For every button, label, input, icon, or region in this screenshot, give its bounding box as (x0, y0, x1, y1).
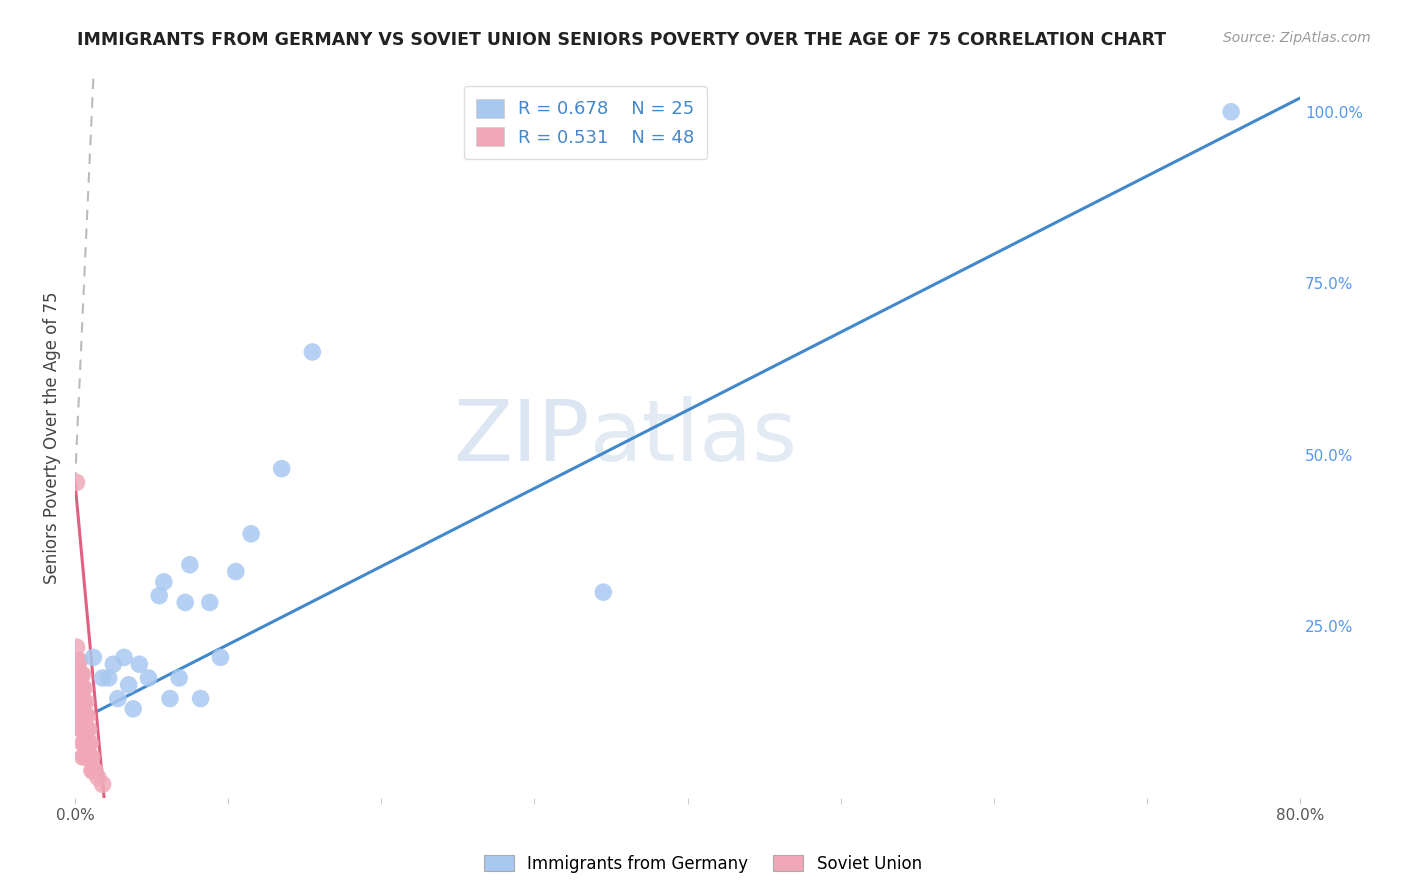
Point (70, 681, 93, 696)
Point (73, 681, 96, 696)
Point (69, 695, 91, 709)
Point (198, 595, 221, 609)
Point (301, 345, 323, 359)
Point (76, 736, 98, 750)
Point (72, 736, 94, 750)
Point (73, 723, 96, 737)
Point (209, 650, 232, 665)
Point (159, 691, 181, 706)
Legend: R = 0.678    N = 25, R = 0.531    N = 48: R = 0.678 N = 25, R = 0.531 N = 48 (464, 87, 707, 160)
Point (65, 667, 87, 681)
Point (72, 750, 94, 764)
Point (103, 657, 125, 672)
Point (73, 695, 96, 709)
Point (82, 650, 104, 665)
Point (67, 681, 90, 696)
Point (65, 640, 87, 654)
Point (67, 654, 90, 668)
Point (76, 750, 98, 764)
Point (117, 678, 139, 692)
Point (167, 671, 190, 685)
Point (77, 750, 100, 764)
Point (592, 585, 614, 599)
Point (70, 708, 93, 723)
Point (73, 736, 96, 750)
Point (107, 691, 129, 706)
Point (75, 708, 97, 723)
Point (69, 654, 91, 668)
Point (112, 650, 135, 665)
Point (84, 764, 107, 778)
Point (75, 723, 97, 737)
Point (65, 475, 87, 490)
Point (69, 708, 91, 723)
Point (76, 708, 98, 723)
Point (72, 708, 94, 723)
Point (174, 595, 197, 609)
Point (122, 702, 145, 716)
Y-axis label: Seniors Poverty Over the Age of 75: Seniors Poverty Over the Age of 75 (44, 292, 60, 584)
Point (270, 461, 292, 475)
Point (67, 667, 90, 681)
Point (190, 691, 212, 706)
Point (153, 574, 176, 589)
Point (69, 681, 91, 696)
Point (87, 771, 110, 785)
Point (148, 589, 170, 603)
Point (69, 667, 91, 681)
Point (138, 671, 160, 685)
Point (240, 526, 263, 541)
Text: atlas: atlas (589, 396, 797, 479)
Point (70, 723, 93, 737)
Point (72, 723, 94, 737)
Point (72, 667, 94, 681)
Point (128, 657, 150, 672)
Point (91, 671, 114, 685)
Point (97, 671, 120, 685)
Point (80, 750, 103, 764)
Point (80, 764, 103, 778)
Point (77, 736, 100, 750)
Point (76, 723, 98, 737)
Point (72, 681, 94, 696)
Legend: Immigrants from Germany, Soviet Union: Immigrants from Germany, Soviet Union (478, 848, 928, 880)
Point (73, 750, 96, 764)
Point (72, 695, 94, 709)
Point (91, 777, 114, 791)
Point (75, 750, 97, 764)
Point (70, 667, 93, 681)
Text: Source: ZipAtlas.com: Source: ZipAtlas.com (1223, 31, 1371, 45)
Point (75, 736, 97, 750)
Point (73, 708, 96, 723)
Point (82, 764, 104, 778)
Point (1220, 104, 1243, 119)
Point (79, 750, 101, 764)
Point (75, 695, 97, 709)
Point (179, 558, 201, 572)
Text: ZIP: ZIP (453, 396, 589, 479)
Point (79, 736, 101, 750)
Point (225, 565, 247, 579)
Text: IMMIGRANTS FROM GERMANY VS SOVIET UNION SENIORS POVERTY OVER THE AGE OF 75 CORRE: IMMIGRANTS FROM GERMANY VS SOVIET UNION … (77, 31, 1167, 49)
Point (77, 723, 100, 737)
Point (70, 695, 93, 709)
